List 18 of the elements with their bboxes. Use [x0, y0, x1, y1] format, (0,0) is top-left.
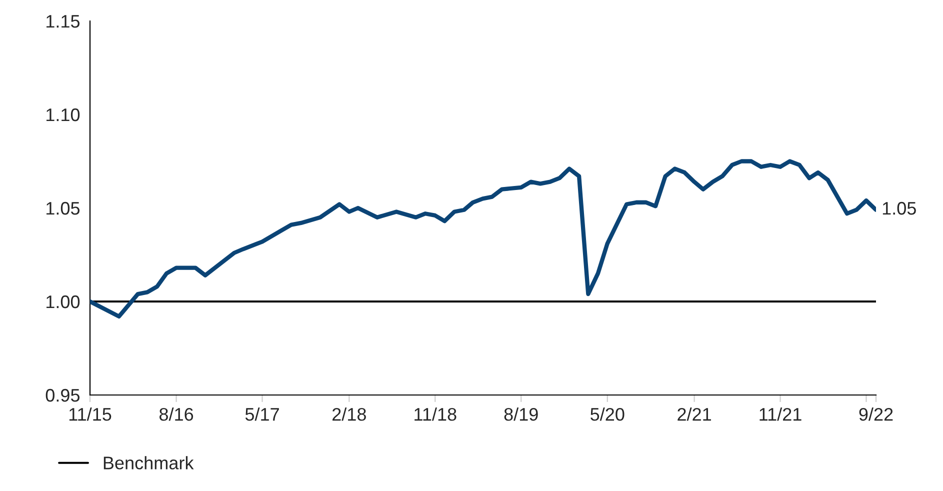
x-tick-label: 8/19 [504, 408, 538, 421]
y-tick-label: 1.15 [46, 15, 80, 28]
annotation: 1.05 [882, 202, 916, 215]
y-tick-label: 0.95 [46, 388, 80, 402]
y-tick-label: 1.05 [46, 202, 80, 215]
y-tick-label: 1.10 [46, 108, 80, 122]
x-tick-label: 8/16 [160, 408, 194, 421]
x-tick-label: 5/17 [245, 408, 279, 421]
y-tick-label: 1.00 [46, 295, 80, 308]
x-tick-label: 5/20 [590, 408, 624, 421]
x-tick-label: 11/21 [760, 408, 802, 421]
legend-label: Benchmark [104, 456, 194, 470]
line-series [90, 159, 876, 319]
x-tick-label: 11/18 [414, 408, 456, 421]
x-tick-label: 2/18 [332, 408, 366, 421]
x-tick-label: 9/22 [859, 408, 893, 421]
x-tick-label: 2/21 [678, 408, 711, 421]
x-tick-label: 11/15 [69, 408, 112, 421]
